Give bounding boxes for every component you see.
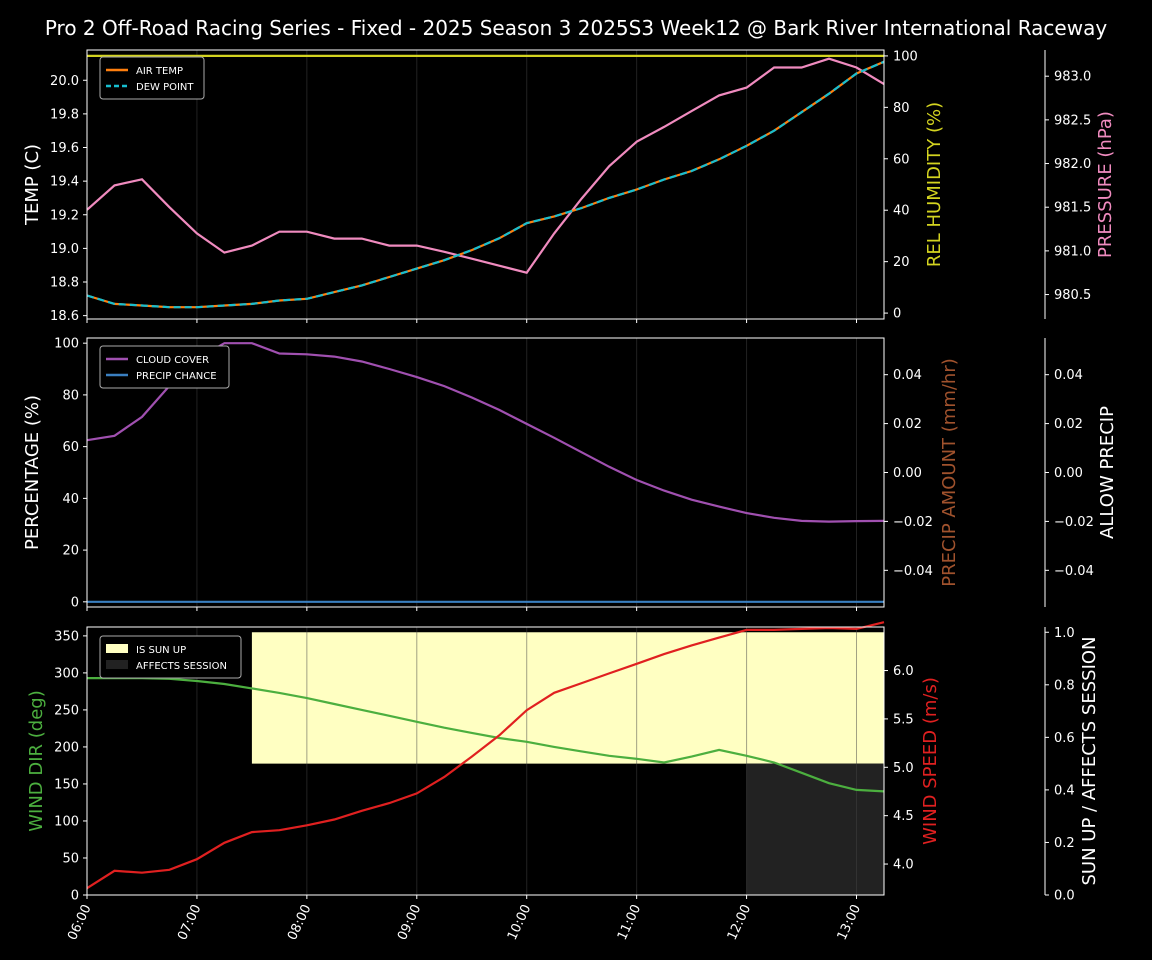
precip-amount-axis-label: PRECIP AMOUNT (mm/hr) <box>939 358 960 587</box>
legend-cloud <box>99 345 230 389</box>
chart-plots: 18.6 18.8 19.0 19.2 19.4 19.6 19.8 20.0 0 20 40 60 8… <box>22 49 1118 942</box>
temp-axis-tick-label: 19.4 <box>50 175 79 190</box>
temp-axis-tick-label: 20.0 <box>50 74 79 89</box>
pressure-axis-label: PRESSURE (hPa) <box>1095 111 1116 258</box>
legend-sun-swatch <box>106 644 128 653</box>
wind-dir-axis-tick-label: 50 <box>62 851 79 866</box>
wind-dir-axis-tick-label: 300 <box>54 666 79 681</box>
allow-precip-axis-label: ALLOW PRECIP <box>1097 406 1118 539</box>
legend-temp <box>99 56 205 100</box>
sun-axis-tick-label: 1.0 <box>1054 626 1075 641</box>
allow-precip-axis-tick-label: 0.02 <box>1054 417 1083 432</box>
temp-axis-tick-label: 19.6 <box>50 141 79 156</box>
wind-speed-line <box>86 621 885 890</box>
allow-precip-axis-tick-label: −0.04 <box>1054 564 1094 579</box>
wind-dir-axis-tick-label: 250 <box>54 703 79 718</box>
wind-dir-axis-tick-label: 150 <box>54 777 79 792</box>
wind-dir-axis-tick-label: 350 <box>54 629 79 644</box>
pressure-axis-tick-label: 982.0 <box>1054 157 1091 172</box>
sun-axis-tick-label: 0.0 <box>1054 889 1075 904</box>
temp-axis-tick-label: 19.8 <box>50 107 79 122</box>
temp-axis-tick-label: 19.2 <box>50 208 79 223</box>
panel-1-frame <box>86 49 885 320</box>
humidity-axis-tick-label: 0 <box>893 307 901 322</box>
precip-amount-axis-tick-label: 0.02 <box>893 417 922 432</box>
wind-speed-axis-tick-label: 4.5 <box>893 809 914 824</box>
panel-1-bg <box>87 50 884 319</box>
humidity-axis-tick-label: 100 <box>893 49 918 64</box>
percentage-axis-tick-label: 40 <box>62 492 79 507</box>
percentage-axis-tick-label: 60 <box>62 440 79 455</box>
sun-axis-tick-label: 0.6 <box>1054 731 1075 746</box>
humidity-axis-tick-label: 20 <box>893 255 910 270</box>
legend-sun-swatch <box>106 660 128 669</box>
chart-title: Pro 2 Off-Road Racing Series - Fixed - 2… <box>45 16 1107 40</box>
percentage-axis-tick-label: 80 <box>62 388 79 403</box>
legend-cloud-label: CLOUD COVER <box>136 355 209 366</box>
wind-dir-axis-label: WIND DIR (deg) <box>26 690 47 832</box>
legend-sun-label: IS SUN UP <box>136 645 186 656</box>
humidity-axis-tick-label: 40 <box>893 204 910 219</box>
wind-speed-axis-tick-label: 5.0 <box>893 761 914 776</box>
temp-axis-tick-label: 18.6 <box>50 309 79 324</box>
humidity-axis-tick-label: 60 <box>893 152 910 167</box>
sun-axis-label: SUN UP / AFFECTS SESSION <box>1079 636 1100 885</box>
temp-axis-tick-label: 18.8 <box>50 276 79 291</box>
wind-speed-axis-tick-label: 6.0 <box>893 664 914 679</box>
legend-temp-label: DEW POINT <box>136 82 194 93</box>
pressure-line <box>86 57 885 274</box>
wind-speed-axis-label: WIND SPEED (m/s) <box>920 677 941 845</box>
percentage-axis-tick-label: 0 <box>71 595 79 610</box>
wind-dir-axis-tick-label: 0 <box>71 889 79 904</box>
wind-dir-axis-tick-label: 100 <box>54 814 79 829</box>
percentage-axis-label: PERCENTAGE (%) <box>22 395 43 550</box>
pressure-axis-tick-label: 980.5 <box>1054 288 1091 303</box>
humidity-axis-label: REL HUMIDITY (%) <box>924 102 945 267</box>
humidity-axis-tick-label: 80 <box>893 101 910 116</box>
allow-precip-axis-tick-label: 0.04 <box>1054 368 1083 383</box>
precip-amount-axis-tick-label: −0.02 <box>893 515 933 530</box>
precip-amount-axis-tick-label: −0.04 <box>893 564 933 579</box>
legend-cloud-label: PRECIP CHANCE <box>136 371 217 382</box>
allow-precip-axis-tick-label: −0.02 <box>1054 515 1094 530</box>
pressure-axis-tick-label: 982.5 <box>1054 113 1091 128</box>
legend-sun-label: AFFECTS SESSION <box>136 661 227 672</box>
pressure-axis-tick-label: 981.0 <box>1054 244 1091 259</box>
sun-axis-tick-label: 0.4 <box>1054 783 1075 798</box>
wind-speed-axis-tick-label: 5.5 <box>893 712 914 727</box>
dew-point-line <box>86 60 885 309</box>
precip-amount-axis-tick-label: 0.00 <box>893 466 922 481</box>
pressure-axis-tick-label: 983.0 <box>1054 70 1091 85</box>
wind-dir-axis-tick-label: 200 <box>54 740 79 755</box>
sun-axis-tick-label: 0.8 <box>1054 678 1075 693</box>
wind-speed-axis-tick-label: 4.0 <box>893 858 914 873</box>
pressure-axis-tick-label: 981.5 <box>1054 201 1091 216</box>
temp-axis-label: TEMP (C) <box>22 144 43 226</box>
legend-temp-label: AIR TEMP <box>136 66 183 77</box>
sun-up-area <box>251 632 884 764</box>
percentage-axis-tick-label: 100 <box>54 337 79 352</box>
legend-sun <box>99 635 242 679</box>
temp-axis-tick-label: 19.0 <box>50 242 79 257</box>
wind-dir-line <box>87 676 885 793</box>
percentage-axis-tick-label: 20 <box>62 544 79 559</box>
affects-session-area <box>746 763 884 895</box>
sun-axis-tick-label: 0.2 <box>1054 836 1075 851</box>
panel-3-frame <box>86 626 885 896</box>
allow-precip-axis-tick-label: 0.00 <box>1054 466 1083 481</box>
precip-amount-axis-tick-label: 0.04 <box>893 368 922 383</box>
